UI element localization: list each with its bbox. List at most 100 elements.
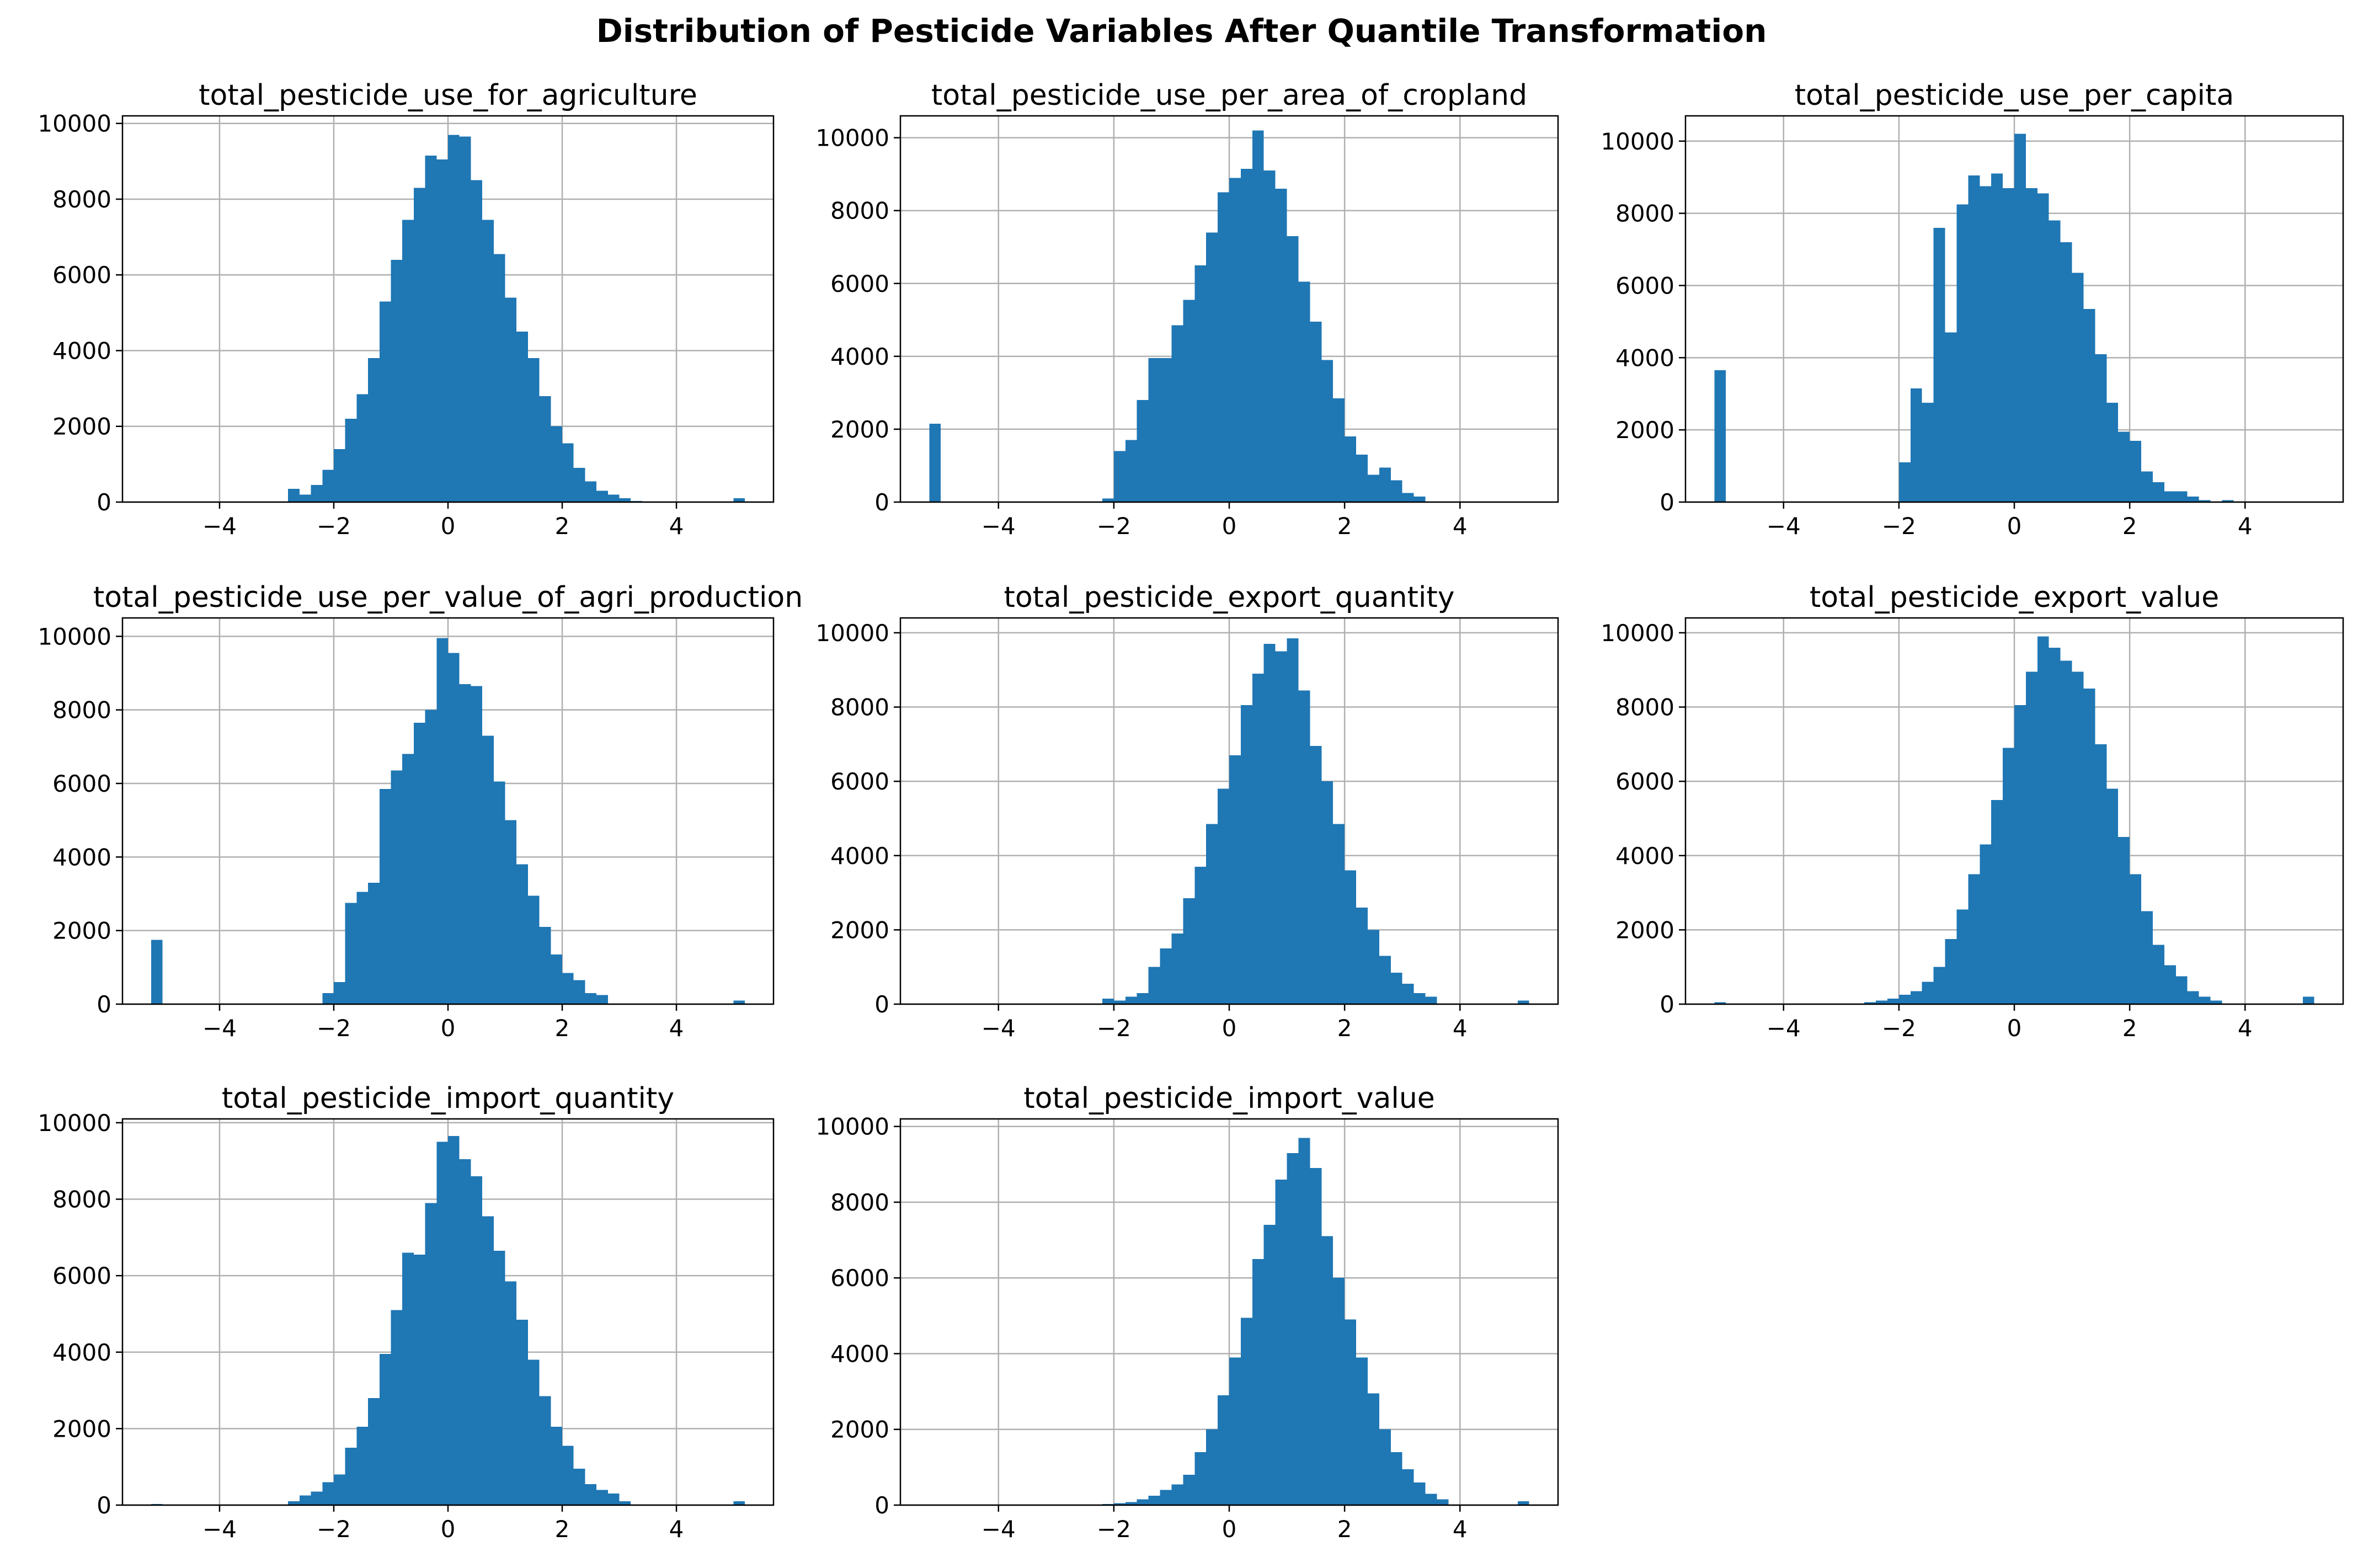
histogram-bar (1206, 1429, 1218, 1505)
histogram-bar (2187, 991, 2199, 1004)
histogram-bar (505, 820, 517, 1004)
subplot-2: −4 −2 0 2 4 0 2000 4000 6000 8000 10000 total_pesti… (815, 79, 1559, 540)
histogram-bar (2095, 744, 2107, 1004)
histogram-bar (1933, 227, 1945, 502)
histogram-bar (1333, 398, 1345, 502)
y-tick-label: 2000 (830, 1416, 889, 1443)
histogram-bar (2003, 748, 2014, 1004)
histogram-bar (1148, 358, 1160, 502)
subplot-title: total_pesticide_use_per_capita (1795, 79, 2234, 112)
histogram-bar (1956, 204, 1969, 502)
x-tick-label: 0 (1222, 1516, 1237, 1543)
histogram-bar (1898, 462, 1911, 502)
histogram-bar (1390, 480, 1402, 502)
histogram-bar (448, 653, 460, 1004)
histogram-bar (2141, 911, 2153, 1004)
histogram-bar (527, 895, 540, 1004)
histogram-bar (1240, 1318, 1252, 1505)
x-tick-label: −2 (317, 513, 351, 540)
histogram-bar (619, 498, 631, 502)
histogram-bar (1298, 1138, 1310, 1505)
y-tick-label: 6000 (830, 270, 889, 297)
histogram-bar (1425, 996, 1437, 1004)
histogram-bar (1298, 281, 1310, 502)
histogram-bar (2175, 976, 2188, 1004)
histogram-bar (436, 638, 448, 1004)
histogram-bar (2199, 500, 2211, 502)
histogram-bar (1102, 998, 1114, 1004)
histogram-bar (1945, 939, 1957, 1004)
histogram-bar (2222, 500, 2234, 502)
y-tick-label: 2000 (52, 1415, 111, 1442)
histogram-bar (391, 259, 403, 502)
histogram-bar (1991, 173, 2003, 503)
histogram-bar (1956, 909, 1969, 1004)
histogram-bar (288, 488, 300, 502)
y-tick-label: 10000 (38, 1110, 111, 1137)
subplot-4: −4 −2 0 2 4 0 2000 4000 6000 8000 10000 total_pesti… (38, 581, 803, 1042)
histogram-bar (1160, 1490, 1172, 1505)
histogram-bar (288, 1501, 300, 1505)
y-tick-label: 10000 (38, 110, 111, 137)
histogram-bar (1413, 1482, 1426, 1505)
histogram-bar (2118, 431, 2130, 502)
histogram-bar (1390, 1452, 1402, 1505)
subplot-title: total_pesticide_import_value (1023, 1082, 1435, 1115)
histogram-bar (551, 426, 563, 502)
histogram-bar (573, 1469, 585, 1505)
y-tick-label: 10000 (815, 1113, 889, 1140)
histogram-bar (425, 1203, 437, 1505)
histogram-bar (573, 980, 585, 1004)
histogram-bar (1390, 972, 1402, 1004)
histogram-bar (539, 1396, 551, 1505)
histogram-bar (1218, 1395, 1229, 1505)
figure-title: Distribution of Pesticide Variables Afte… (596, 12, 1767, 50)
histogram-bar (539, 927, 551, 1004)
subplot-8: −4 −2 0 2 4 0 2000 4000 6000 8000 10000 total_pesti… (815, 1082, 1559, 1543)
y-tick-label: 8000 (1615, 200, 1674, 227)
x-tick-label: 0 (2007, 1015, 2022, 1042)
histogram-bar (482, 220, 494, 502)
histogram-bar (1933, 967, 1945, 1004)
histogram-bar (1517, 1501, 1529, 1505)
histogram-bar (1183, 898, 1195, 1004)
histogram-bar (1356, 455, 1368, 502)
y-tick-label: 2000 (52, 413, 111, 440)
histogram-bar (2037, 193, 2049, 503)
histogram-bar (596, 995, 608, 1004)
histogram-bar (482, 735, 494, 1004)
histogram-bar (2060, 660, 2072, 1004)
histogram-bar (482, 1216, 494, 1505)
histogram-bar (436, 159, 448, 502)
histogram-bar (607, 494, 620, 502)
subplot-1: −4 −2 0 2 4 0 2000 4000 6000 8000 10000 total_pesti… (38, 79, 775, 540)
x-tick-label: −2 (1097, 1516, 1131, 1543)
x-tick-label: −2 (1097, 1015, 1131, 1042)
histogram-bar (1183, 300, 1195, 502)
x-tick-label: −4 (1767, 513, 1801, 540)
histogram-bar (2014, 705, 2026, 1004)
histogram-bar (1922, 982, 1934, 1004)
histogram-bar (322, 993, 334, 1004)
histogram-bar (2025, 188, 2037, 502)
y-tick-label: 4000 (1615, 842, 1674, 870)
histogram-bar (562, 443, 574, 502)
histogram-bar (1240, 168, 1252, 502)
histogram-bar (1298, 690, 1310, 1004)
y-tick-label: 2000 (1615, 916, 1674, 943)
y-tick-label: 8000 (1615, 694, 1674, 721)
histogram-bar (2152, 945, 2164, 1004)
subplot-title: total_pesticide_export_value (1810, 581, 2219, 614)
histogram-bar (1367, 1393, 1379, 1505)
histogram-bar (1910, 388, 1922, 502)
histogram-bar (619, 1501, 631, 1505)
y-tick-label: 2000 (52, 918, 111, 945)
histogram-bar (929, 424, 941, 502)
histogram-bar (402, 220, 414, 502)
histogram-bar (1714, 370, 1726, 502)
histogram-bar (322, 1482, 334, 1505)
x-tick-label: 4 (669, 513, 684, 540)
x-tick-label: −4 (202, 1516, 237, 1543)
